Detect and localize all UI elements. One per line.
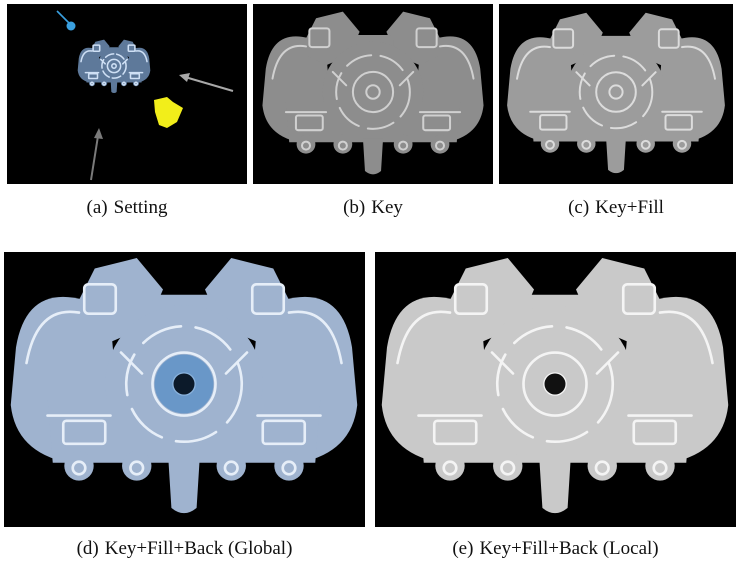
caption-e: (e) Key+Fill+Back (Local) bbox=[452, 538, 659, 559]
render-key bbox=[262, 11, 484, 175]
render-key-fill bbox=[507, 12, 725, 174]
caption-a: (a) Setting bbox=[86, 197, 168, 218]
key-light-direction bbox=[56, 10, 70, 24]
panel-a-setting bbox=[7, 4, 247, 184]
arrow-right bbox=[179, 73, 234, 92]
caption-d: (d) Key+Fill+Back (Global) bbox=[76, 538, 293, 559]
caption-c: (c) Key+Fill bbox=[568, 197, 664, 218]
caption-b: (b) Key bbox=[343, 197, 403, 218]
panel-e-local bbox=[375, 252, 736, 527]
key-light-icon bbox=[66, 21, 76, 31]
panel-c-key-fill bbox=[499, 4, 733, 184]
panel-b-key bbox=[253, 4, 493, 184]
render-local bbox=[381, 258, 729, 514]
fill-light-icon bbox=[154, 97, 183, 128]
arrow-bottom bbox=[90, 128, 103, 181]
part-thumbnail bbox=[77, 39, 151, 94]
panel-d-global bbox=[4, 252, 365, 527]
setting-scene bbox=[56, 10, 234, 181]
render-global bbox=[10, 258, 358, 514]
